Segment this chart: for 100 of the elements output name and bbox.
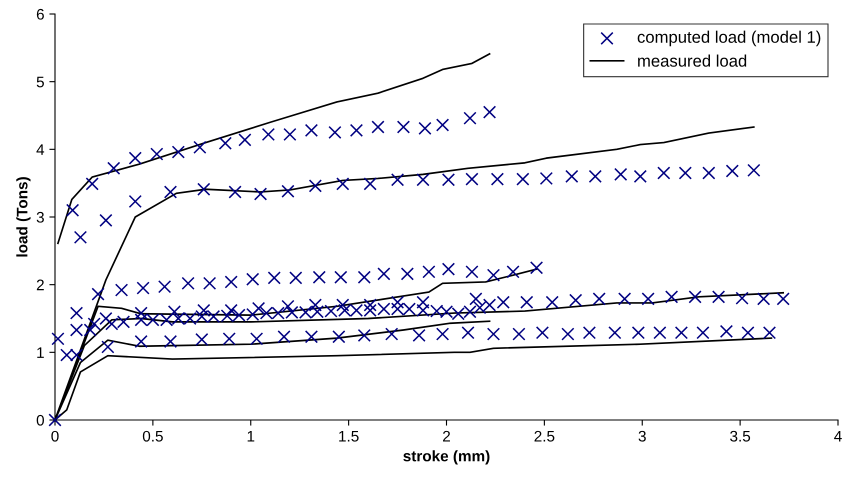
point xyxy=(588,170,602,183)
point xyxy=(726,164,739,178)
point xyxy=(396,120,410,134)
point xyxy=(482,106,496,119)
point xyxy=(336,298,350,312)
y-axis-title: load (Tons) xyxy=(16,177,31,257)
point xyxy=(304,330,318,344)
point xyxy=(158,280,172,294)
point xyxy=(358,328,371,342)
point xyxy=(776,292,790,306)
point xyxy=(203,276,216,290)
point xyxy=(99,312,112,326)
point xyxy=(283,128,296,142)
point xyxy=(99,214,112,227)
point xyxy=(516,172,530,186)
point xyxy=(254,187,268,201)
point xyxy=(312,270,326,284)
point xyxy=(350,124,364,137)
point xyxy=(246,272,260,286)
point xyxy=(442,262,456,276)
point xyxy=(134,306,148,320)
point xyxy=(736,292,749,305)
y-tick-label: 1 xyxy=(37,347,44,358)
point xyxy=(592,292,606,306)
point xyxy=(757,292,770,306)
point xyxy=(364,298,377,312)
y-tick-label: 5 xyxy=(36,76,44,88)
point xyxy=(442,173,456,186)
point xyxy=(101,340,114,354)
point xyxy=(164,185,178,199)
point xyxy=(390,296,404,309)
point xyxy=(228,185,242,199)
point xyxy=(747,164,760,177)
point xyxy=(436,327,450,341)
x-tick-label: 0 xyxy=(51,430,59,442)
point xyxy=(277,330,291,344)
point xyxy=(632,326,645,340)
point xyxy=(222,332,236,346)
point xyxy=(281,184,295,198)
point xyxy=(657,166,670,180)
point xyxy=(134,334,148,348)
point xyxy=(289,271,302,284)
point xyxy=(172,145,185,159)
point xyxy=(416,173,430,186)
y-tick-label: 0 xyxy=(36,414,44,426)
point xyxy=(308,298,322,312)
point xyxy=(540,172,553,186)
point xyxy=(86,177,99,190)
point xyxy=(653,326,666,340)
point xyxy=(193,140,206,154)
y-tick-label: 6 xyxy=(36,8,44,20)
point xyxy=(614,168,628,181)
point xyxy=(546,296,559,309)
point xyxy=(696,326,710,340)
point xyxy=(164,334,178,348)
point xyxy=(506,265,520,278)
point xyxy=(252,302,266,315)
point xyxy=(569,294,582,307)
point xyxy=(678,166,692,180)
point xyxy=(720,324,733,338)
point xyxy=(371,120,385,134)
point xyxy=(416,296,430,309)
point xyxy=(436,118,450,132)
point xyxy=(561,327,574,341)
x-tick-label: 1.5 xyxy=(339,430,359,442)
point xyxy=(128,152,142,165)
point xyxy=(712,290,726,304)
x-tick-label: 2 xyxy=(443,430,450,442)
x-axis-title: stroke (mm) xyxy=(403,450,490,464)
x-tick-label: 3.5 xyxy=(730,430,750,442)
point xyxy=(418,122,432,135)
point xyxy=(608,326,622,340)
point xyxy=(364,177,377,190)
x-tick-label: 2.5 xyxy=(534,430,554,442)
point xyxy=(308,179,322,192)
point xyxy=(238,133,252,146)
point xyxy=(674,326,688,340)
point xyxy=(688,290,702,304)
point xyxy=(262,128,275,142)
point xyxy=(51,332,65,346)
point xyxy=(665,290,678,304)
point xyxy=(530,261,544,274)
point xyxy=(702,166,716,180)
point xyxy=(512,327,526,341)
legend-label: measured load xyxy=(638,54,746,67)
point xyxy=(281,300,295,313)
point xyxy=(197,304,210,317)
y-tick-label: 2 xyxy=(36,280,44,290)
point xyxy=(486,327,500,341)
point xyxy=(642,292,655,306)
point xyxy=(461,326,475,340)
point xyxy=(70,306,84,320)
point xyxy=(197,182,210,196)
y-tick-label: 4 xyxy=(36,144,44,155)
point xyxy=(328,126,342,139)
point xyxy=(334,270,348,284)
point xyxy=(390,173,404,186)
point xyxy=(412,328,426,342)
point xyxy=(336,177,350,190)
point xyxy=(182,276,195,290)
